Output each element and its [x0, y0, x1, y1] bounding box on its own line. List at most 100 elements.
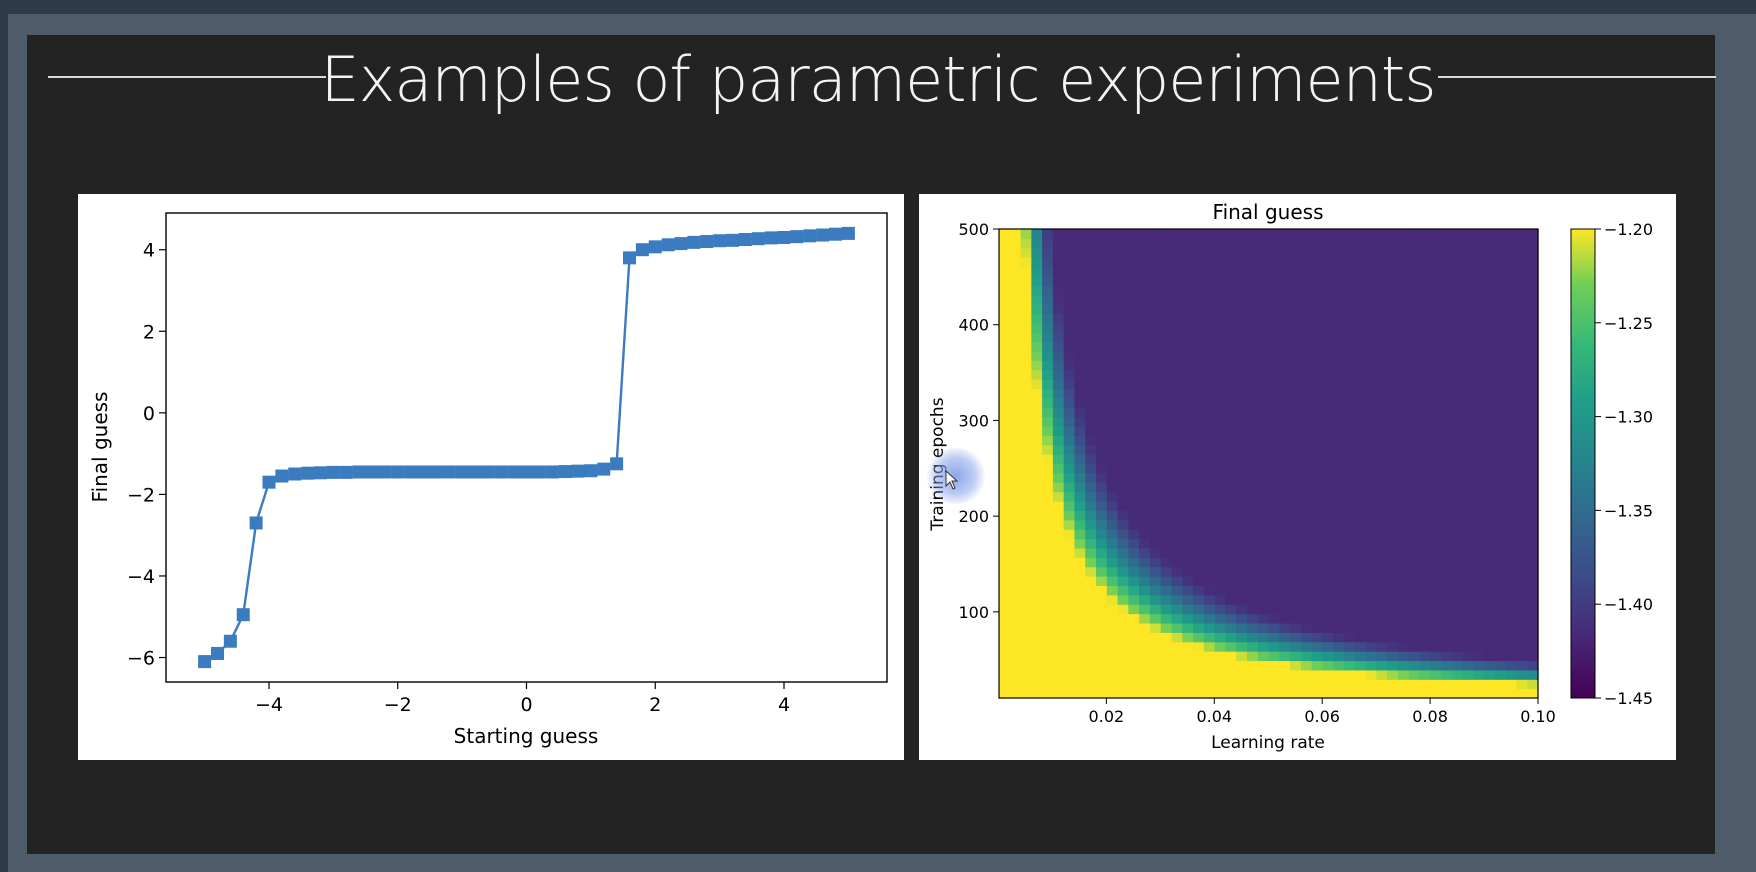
heatmap-cell: [1074, 538, 1086, 549]
heatmap-cell: [1139, 322, 1151, 333]
heatmap-cell: [1193, 669, 1205, 680]
line-chart-point: [507, 465, 521, 479]
heatmap-cell: [1031, 397, 1043, 408]
heatmap-cell: [1311, 679, 1323, 690]
line-chart-point: [520, 465, 533, 479]
heatmap-cell: [1031, 379, 1043, 390]
heatmap-cell: [1505, 660, 1518, 671]
heatmap-cell: [1257, 679, 1270, 690]
heatmap-cell: [1311, 669, 1323, 680]
heatmap-cell: [1290, 322, 1302, 333]
heatmap-cell: [1182, 360, 1194, 371]
heatmap-cell: [1149, 388, 1162, 399]
heatmap-cell: [1333, 397, 1345, 408]
heatmap-cell: [1300, 660, 1313, 671]
heatmap-cell: [1354, 463, 1367, 474]
heatmap-cell: [1214, 529, 1226, 540]
heatmap-cell: [1020, 501, 1032, 511]
heatmap-cell: [1149, 519, 1162, 530]
heatmap-cell: [1505, 594, 1518, 605]
heatmap-y-tick-label: 400: [958, 316, 989, 335]
heatmap-cell: [1290, 294, 1302, 305]
heatmap-cell: [1484, 425, 1496, 436]
heatmap-cell: [1063, 613, 1076, 624]
heatmap-cell: [1268, 491, 1280, 502]
heatmap-cell: [1020, 435, 1032, 446]
heatmap-cell: [1440, 669, 1453, 680]
heatmap-cell: [1462, 604, 1474, 615]
heatmap-cell: [1182, 538, 1194, 549]
heatmap-cell: [1527, 388, 1539, 399]
heatmap-cell: [1096, 285, 1108, 296]
heatmap-cell: [1074, 247, 1086, 258]
heatmap-cell: [1257, 501, 1270, 511]
heatmap-cell: [1052, 379, 1065, 390]
heatmap-cell: [1085, 566, 1097, 577]
heatmap-cell: [1451, 576, 1464, 587]
heatmap-cell: [1139, 360, 1151, 371]
heatmap-cell: [1430, 407, 1442, 418]
heatmap-cell: [1354, 641, 1367, 652]
heatmap-cell: [1009, 688, 1022, 699]
heatmap-cell: [1246, 679, 1259, 690]
heatmap-cell: [1193, 341, 1205, 352]
heatmap-cell: [1042, 519, 1054, 530]
heatmap-cell: [1473, 660, 1485, 671]
heatmap-cell: [1225, 229, 1237, 239]
heatmap-cell: [1430, 313, 1442, 324]
heatmap-cell: [1042, 238, 1054, 249]
heatmap-cell: [1214, 229, 1226, 239]
heatmap-cell: [1290, 247, 1302, 258]
heatmap-cell: [1290, 379, 1302, 390]
heatmap-cell: [1322, 688, 1334, 699]
heatmap-cell: [1462, 294, 1474, 305]
heatmap-cell: [1494, 257, 1507, 268]
heatmap-cell: [1387, 294, 1399, 305]
heatmap-cell: [1246, 341, 1259, 352]
heatmap-cell: [1473, 322, 1485, 333]
heatmap-cell: [1139, 641, 1151, 652]
heatmap-cell: [1451, 622, 1464, 633]
heatmap-cell: [1182, 660, 1194, 671]
heatmap-cell: [1311, 454, 1323, 465]
heatmap-cell: [1246, 229, 1259, 239]
heatmap-cell: [1063, 566, 1076, 577]
heatmap-cell: [1182, 501, 1194, 511]
heatmap-cell: [1139, 613, 1151, 624]
heatmap-cell: [1387, 407, 1399, 418]
heatmap-cell: [1074, 482, 1086, 493]
heatmap-cell: [1063, 557, 1076, 568]
heatmap-cell: [1106, 641, 1119, 652]
line-chart-point: [404, 465, 418, 479]
heatmap-cell: [1397, 407, 1410, 418]
heatmap-cell: [1139, 444, 1151, 455]
heatmap-cell: [1096, 369, 1108, 380]
heatmap-cell: [1257, 510, 1270, 521]
heatmap-cell: [1311, 576, 1323, 587]
heatmap-cell: [1311, 557, 1323, 568]
heatmap-cell: [1354, 304, 1367, 315]
heatmap-cell: [1225, 435, 1237, 446]
heatmap-cell: [1106, 472, 1119, 483]
heatmap-cell: [1193, 294, 1205, 305]
heatmap-cell: [1106, 651, 1119, 662]
heatmap-cell: [1214, 247, 1226, 258]
line-chart-x-label: Starting guess: [454, 724, 599, 748]
line-chart-point: [326, 465, 340, 479]
heatmap-cell: [1343, 688, 1356, 699]
heatmap-cell: [1365, 435, 1377, 446]
heatmap-cell: [1473, 304, 1485, 315]
heatmap-cell: [1354, 332, 1367, 343]
heatmap-cell: [1322, 613, 1334, 624]
heatmap-cell: [1440, 425, 1453, 436]
heatmap-cell: [1085, 660, 1097, 671]
heatmap-cell: [1160, 388, 1173, 399]
heatmap-cell: [1505, 472, 1518, 483]
heatmap-cell: [1494, 688, 1507, 699]
heatmap-cell: [1473, 529, 1485, 540]
heatmap-cell: [1354, 416, 1367, 427]
heatmap-cell: [1516, 425, 1528, 436]
heatmap-cell: [1203, 688, 1216, 699]
heatmap-cell: [1440, 463, 1453, 474]
heatmap-cell: [1365, 266, 1377, 277]
